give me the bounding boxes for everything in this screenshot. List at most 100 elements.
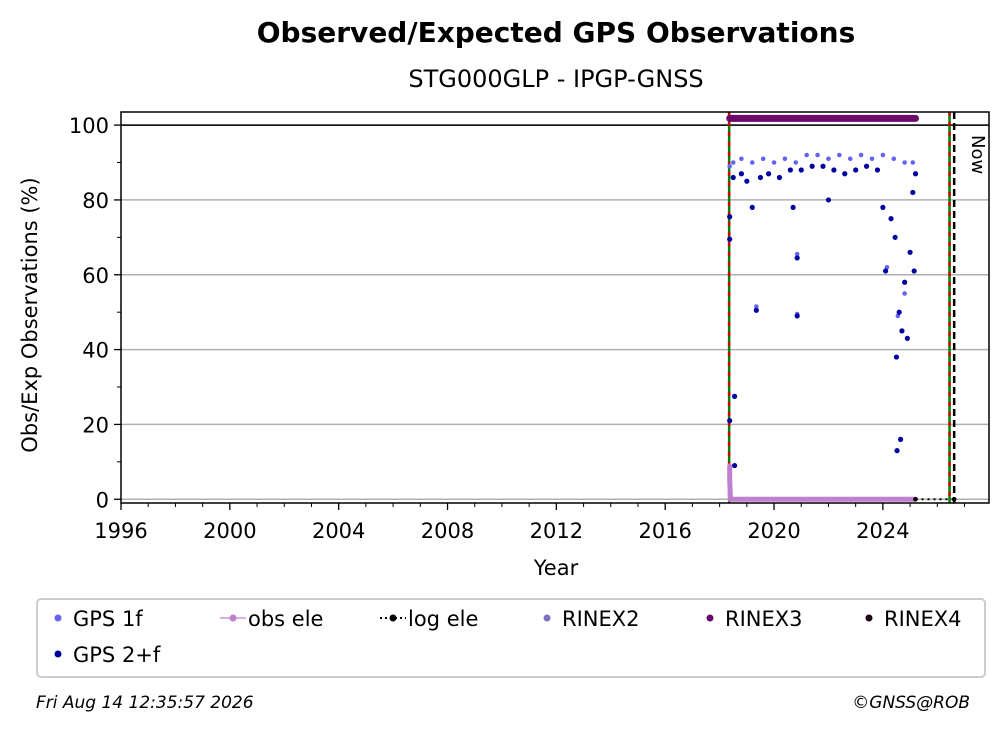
data-point-gps-2-f (883, 268, 889, 274)
legend-swatch-rinex4 (865, 614, 873, 622)
data-point-obs-ele (744, 496, 750, 502)
data-point-gps-2-f (831, 167, 837, 173)
data-point-obs-ele (728, 496, 733, 502)
y-axis-label: Obs/Exp Observations (%) (18, 177, 42, 452)
legend-swatch-gps-2-f (54, 650, 62, 658)
x-axis-label: Year (533, 556, 579, 580)
data-point-gps-1f (739, 156, 744, 162)
data-point-gps-2-f (731, 393, 738, 399)
legend: GPS 1f obs ele log ele RINEX2 RINEX3 RINEX4 GP… (36, 598, 986, 678)
x-tick-label: 2000 (203, 519, 256, 543)
data-point-gps-2-f (911, 268, 917, 274)
data-point-gps-1f (884, 264, 890, 270)
legend-label-rinex3: RINEX3 (725, 607, 803, 631)
y-tick-label: 60 (82, 264, 109, 288)
data-point-gps-1f (771, 160, 777, 165)
data-point-gps-2-f (727, 418, 733, 424)
data-point-gps-2-f (880, 204, 886, 211)
data-point-gps-2-f (753, 307, 759, 313)
data-point-gps-1f (891, 156, 897, 162)
data-point-gps-2-f (896, 309, 902, 315)
data-point-gps-1f (730, 160, 736, 165)
data-point-obs-ele (727, 478, 732, 483)
legend-swatch-rinex2 (543, 614, 551, 622)
data-point-gps-2-f (727, 214, 733, 220)
data-point-obs-ele (826, 496, 831, 502)
data-point-gps-2-f (820, 163, 826, 169)
data-point-gps-2-f (897, 436, 904, 442)
data-point-gps-2-f (809, 163, 815, 169)
x-tick-label: 2020 (747, 519, 800, 543)
data-point-gps-1f (782, 156, 788, 162)
data-point-obs-ele (771, 496, 777, 502)
data-point-gps-1f (902, 160, 907, 165)
plot-frame (120, 111, 990, 504)
data-point-gps-2-f (738, 171, 744, 177)
data-point-gps-2-f (776, 174, 783, 181)
data-point-gps-1f (727, 163, 732, 169)
chart-subtitle: STG000GLP - IPGP-GNSS (408, 65, 703, 93)
x-tick-label: 2008 (421, 519, 474, 543)
data-point-gps-1f (804, 152, 809, 158)
data-point-gps-2-f (910, 189, 916, 196)
footer-credit: ©GNSS@ROB (852, 693, 970, 713)
legend-label-log-ele: log ele (408, 607, 478, 631)
legend-label-gps-1f: GPS 1f (73, 607, 143, 631)
data-point-gps-1f (895, 313, 901, 319)
legend-swatch-obs-ele (229, 614, 237, 622)
footer-timestamp: Fri Aug 14 12:35:57 2026 (36, 693, 254, 713)
data-point-gps-2-f (892, 234, 898, 240)
data-point-obs-ele (727, 463, 732, 468)
data-point-gps-2-f (765, 171, 772, 177)
data-point-gps-2-f (730, 174, 736, 181)
y-tick-label: 40 (82, 339, 109, 363)
x-tick-label: 2016 (638, 519, 691, 543)
data-point-rinex3 (913, 116, 918, 121)
data-point-gps-1f (869, 156, 875, 162)
data-point-gps-2-f (893, 354, 900, 360)
data-point-gps-2-f (798, 167, 804, 173)
legend-label-rinex4: RINEX4 (884, 607, 962, 631)
data-point-gps-2-f (790, 204, 796, 211)
data-point-gps-1f (858, 152, 864, 158)
data-point-gps-1f (794, 251, 800, 257)
data-point-gps-1f (749, 160, 755, 165)
y-tick-label: 100 (69, 114, 109, 138)
data-point-gps-2-f (787, 167, 793, 173)
data-point-gps-2-f (727, 236, 733, 242)
x-tick-label: 2012 (530, 519, 583, 543)
data-point-gps-1f (760, 156, 766, 162)
legend-frame (36, 598, 986, 678)
y-tick-label: 0 (96, 488, 109, 512)
chart-title: Observed/Expected GPS Observations (257, 16, 856, 49)
data-point-gps-2-f (744, 178, 750, 184)
data-point-obs-ele (880, 496, 886, 502)
legend-swatch-log-ele (389, 614, 397, 622)
data-point-gps-2-f (904, 335, 910, 341)
data-point-gps-1f (910, 160, 916, 165)
data-point-gps-2-f (842, 171, 848, 177)
plot-area: 0 20 40 60 80 100 1996 2000 2004 2008 2012 2016 2020… (69, 111, 990, 543)
data-point-gps-2-f (894, 448, 900, 454)
data-point-gps-2-f (749, 204, 755, 211)
data-point-gps-2-f (853, 167, 859, 173)
data-point-gps-1f (793, 160, 799, 165)
x-tick-label: 2024 (856, 519, 909, 543)
data-point-gps-2-f (825, 197, 832, 203)
data-point-gps-2-f (899, 328, 905, 334)
data-point-gps-2-f (794, 313, 800, 319)
data-point-gps-2-f (888, 216, 894, 222)
data-point-gps-2-f (912, 171, 919, 177)
legend-swatch-gps-1f (54, 614, 62, 622)
data-point-obs-ele (853, 496, 858, 502)
data-point-log-ele (951, 496, 957, 502)
data-point-gps-2-f (863, 163, 870, 169)
data-point-gps-1f (826, 156, 831, 162)
data-point-gps-1f (880, 152, 886, 158)
data-point-gps-1f (815, 152, 820, 158)
data-point-gps-2-f (902, 279, 908, 285)
data-point-gps-2-f (874, 167, 881, 173)
now-marker-label: Now (967, 135, 988, 174)
data-point-obs-ele (798, 496, 804, 502)
